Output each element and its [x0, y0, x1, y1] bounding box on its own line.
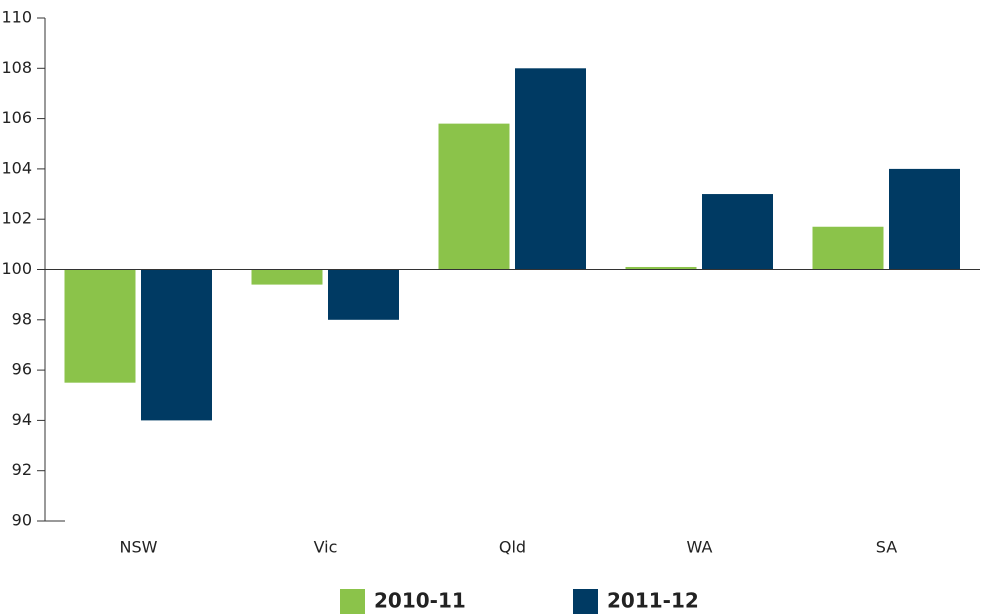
- legend-label: 2010-11: [374, 589, 466, 613]
- y-tick-label: 98: [12, 309, 32, 328]
- bar: [515, 68, 586, 270]
- y-tick-label: 96: [12, 360, 32, 379]
- bar: [328, 269, 399, 320]
- legend-swatch: [340, 589, 365, 614]
- bar: [625, 266, 697, 270]
- y-tick-label: 110: [1, 8, 32, 27]
- y-tick-label: 102: [1, 209, 32, 228]
- bar: [141, 269, 212, 421]
- y-tick-label: 106: [1, 108, 32, 127]
- bar: [64, 269, 136, 383]
- x-tick-label: Vic: [314, 538, 338, 557]
- bar: [812, 226, 884, 270]
- bar: [702, 194, 773, 270]
- y-tick-label: 92: [12, 460, 32, 479]
- y-tick-label: 108: [1, 58, 32, 77]
- y-tick-label: 104: [1, 158, 32, 177]
- legend-label: 2011-12: [607, 589, 699, 613]
- y-tick-label: 94: [12, 410, 32, 429]
- x-tick-label: SA: [876, 538, 897, 557]
- x-tick-label: Qld: [499, 538, 526, 557]
- x-tick-label: NSW: [120, 538, 158, 557]
- bar: [889, 168, 960, 270]
- x-tick-label: WA: [687, 538, 713, 557]
- legend-swatch: [573, 589, 598, 614]
- bar: [251, 269, 323, 285]
- bar: [438, 123, 510, 270]
- y-tick-label: 100: [1, 259, 32, 278]
- y-tick-label: 90: [12, 511, 32, 530]
